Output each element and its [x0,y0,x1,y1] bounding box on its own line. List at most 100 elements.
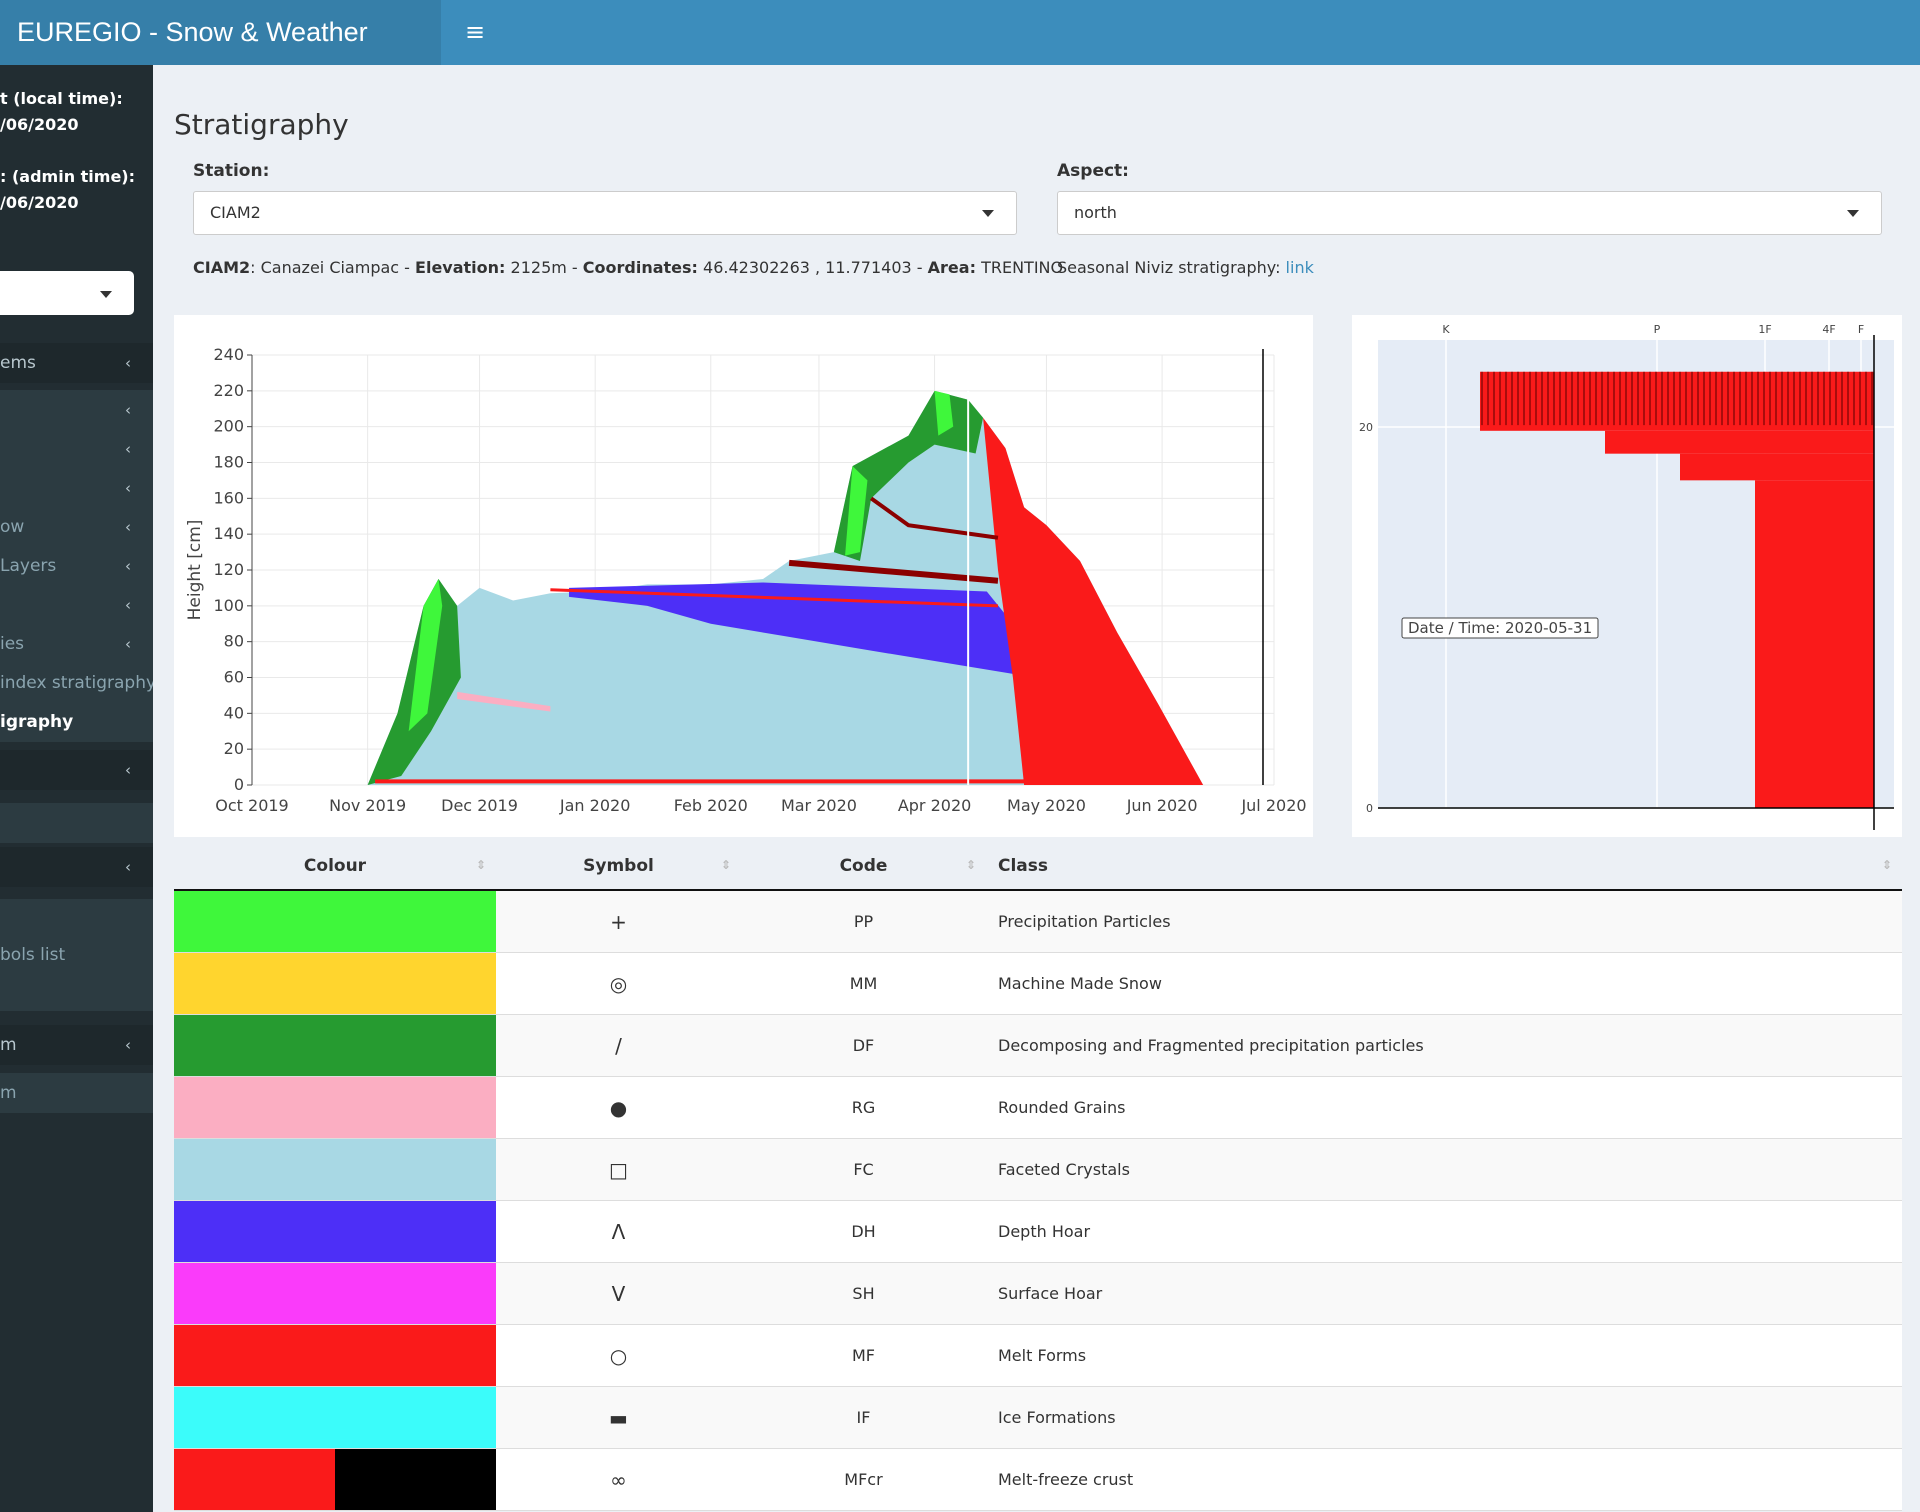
x-tick-label: Mar 2020 [781,796,857,815]
symbol-cell: □ [496,1138,741,1201]
class-cell: Melt-freeze crust [986,1448,1902,1511]
class-cell: Surface Hoar [986,1262,1902,1325]
table-row: V SH Surface Hoar [174,1262,1902,1325]
table-row: Λ DH Depth Hoar [174,1200,1902,1263]
colour-cell [174,1448,496,1511]
hamburger-menu-icon[interactable]: ≡ [464,18,486,46]
code-cell: SH [741,1262,986,1325]
colour-cell [174,1324,496,1387]
sidebar-item-label: index stratigraphy [0,673,153,693]
local-time-value: /06/2020 [0,115,79,134]
table-row: ∞ MFcr Melt-freeze crust [174,1448,1902,1511]
x-tick-label: Nov 2019 [329,796,406,815]
y-tick-label: 240 [213,345,244,364]
sidebar-item-label: igraphy [0,712,74,732]
y-tick-label: 200 [213,417,244,436]
sidebar-subitem[interactable]: m [0,1073,153,1113]
sidebar-item-systems[interactable]: ems ‹ [0,343,153,383]
sidebar-subitem[interactable]: ‹ [0,390,153,430]
y-tick-label: 80 [224,632,244,651]
symbol-cell: ∞ [496,1448,741,1511]
hardness-layer-bar [1680,453,1874,481]
sidebar-subitem[interactable] [0,803,153,843]
sidebar-item-symbols-list[interactable]: bols list [0,899,153,1011]
column-header-class[interactable]: Class ⇕ [986,842,1902,891]
colour-cell [174,1138,496,1201]
sidebar: t (local time): /06/2020 : (admin time):… [0,65,153,1512]
colour-swatch [174,1015,496,1076]
sort-icon: ⇕ [1881,858,1892,872]
column-header-colour[interactable]: Colour ⇕ [174,842,496,891]
sidebar-item-label: bols list [0,945,66,965]
class-cell: Precipitation Particles [986,890,1902,953]
niviz-info: Seasonal Niviz stratigraphy: link [1057,258,1314,277]
class-cell: Melt Forms [986,1324,1902,1387]
table-row: □ FC Faceted Crystals [174,1138,1902,1201]
sidebar-subitem[interactable]: ‹ [0,468,153,508]
hardness-layer-bar [1605,430,1874,454]
sidebar-item-stratigraphy[interactable]: igraphy [0,702,153,742]
chevron-left-icon: ‹ [125,557,131,575]
table-row: ◎ MM Machine Made Snow [174,952,1902,1015]
sidebar-item-snow[interactable]: ow ‹ [0,507,153,547]
y-tick-label: 0 [1366,802,1373,815]
symbol-cell: Λ [496,1200,741,1263]
colour-swatch [174,1077,496,1138]
x-tick-label: K [1442,323,1450,336]
y-tick-label: 120 [213,560,244,579]
tooltip-box [1401,617,1599,639]
sidebar-item-index-stratigraphy[interactable]: index stratigraphy [0,663,153,703]
y-tick-label: 180 [213,453,244,472]
aspect-select[interactable]: north [1057,191,1882,235]
sidebar-select[interactable] [0,271,134,315]
table-row: ○ MF Melt Forms [174,1324,1902,1387]
symbol-cell: ○ [496,1324,741,1387]
header-label: Code [839,855,888,876]
sidebar-item-series[interactable]: ies ‹ [0,624,153,664]
hardness-profile-svg: K P 1F 4F F 0 20 Date / Time: 2020-05-31 [1359,323,1894,830]
sidebar-item-group[interactable]: m ‹ [0,1025,153,1065]
station-label: Station: [193,161,270,181]
app-title[interactable]: EUREGIO - Snow & Weather [0,0,441,65]
column-header-code[interactable]: Code ⇕ [741,842,986,891]
class-cell: Machine Made Snow [986,952,1902,1015]
sidebar-subitem[interactable]: ‹ [0,429,153,469]
station-name: : Canazei Ciampac - [250,258,416,277]
colour-cell [174,1076,496,1139]
colour-swatch [174,1263,496,1324]
stratigraphy-chart[interactable]: 0 20 40 60 80 100 120 140 160 180 200 220 240 Oct 201… [174,315,1313,837]
niviz-label: Seasonal Niviz stratigraphy: [1057,258,1286,277]
coordinates-value: 46.42302263 , 11.771403 - [697,258,928,277]
class-cell: Ice Formations [986,1386,1902,1449]
elevation-label: Elevation: [415,258,506,277]
code-cell: RG [741,1076,986,1139]
colour-cell [174,1386,496,1449]
chevron-left-icon: ‹ [125,1036,131,1054]
sidebar-item-layers[interactable]: Layers ‹ [0,546,153,586]
header-label: Class [998,855,1049,876]
colour-swatch [174,891,496,952]
page-title: Stratigraphy [174,108,349,141]
tooltip-text: Date / Time: 2020-05-31 [1408,619,1592,637]
sidebar-subitem[interactable]: ‹ [0,585,153,625]
sidebar-item-label: ow [0,517,25,537]
symbol-cell: ▬ [496,1386,741,1449]
chevron-left-icon: ‹ [125,858,131,876]
chevron-left-icon: ‹ [125,479,131,497]
colour-swatch [174,1201,496,1262]
station-select[interactable]: CIAM2 [193,191,1017,235]
code-cell: IF [741,1386,986,1449]
class-cell: Rounded Grains [986,1076,1902,1139]
sidebar-item-group[interactable]: ‹ [0,750,153,790]
station-value: CIAM2 [210,203,261,222]
hardness-profile-chart[interactable]: K P 1F 4F F 0 20 Date / Time: 2020-05-31 [1352,315,1902,837]
y-tick-label: 160 [213,488,244,507]
column-header-symbol[interactable]: Symbol ⇕ [496,842,741,891]
niviz-link[interactable]: link [1285,258,1314,277]
sidebar-item-label: ems [0,353,36,373]
colour-swatch-part [174,891,496,952]
sidebar-item-group[interactable]: ‹ [0,847,153,887]
coordinates-label: Coordinates: [582,258,698,277]
x-tick-label: Jul 2020 [1240,796,1306,815]
layer-mf-line [550,588,999,608]
